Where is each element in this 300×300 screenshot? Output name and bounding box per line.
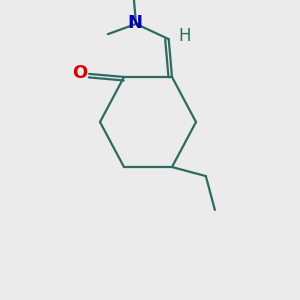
Text: H: H [178, 27, 191, 45]
Text: N: N [128, 14, 142, 32]
Text: O: O [73, 64, 88, 82]
